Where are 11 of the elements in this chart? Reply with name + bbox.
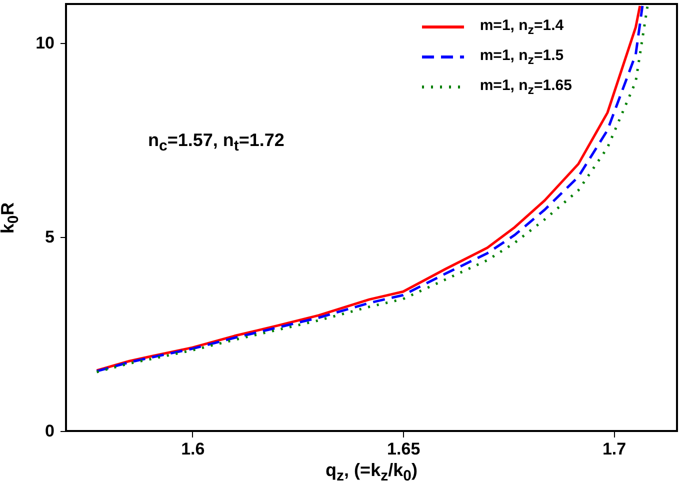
x-tick-label: 1.7 <box>602 440 626 458</box>
y-tick-label: 5 <box>45 227 54 246</box>
legend-label: m=1, n$_{z}$=1.5 <box>480 47 564 67</box>
x-tick-label: 1.6 <box>181 440 205 458</box>
legend-label: m=1, n$_{z}$=1.4 <box>480 17 564 37</box>
legend-label: m=1, n$_{z}$=1.65 <box>480 77 572 97</box>
x-tick-label: 1.65 <box>387 440 420 458</box>
y-tick-label: 0 <box>45 422 54 440</box>
y-tick-label: 10 <box>36 33 54 52</box>
x-axis-title: q$_{z}$, (=k$_{z}$/k$_{0}$) <box>326 460 418 485</box>
annotation: n$_{c}$=1.57, n$_{t}$=1.72 <box>148 130 284 155</box>
